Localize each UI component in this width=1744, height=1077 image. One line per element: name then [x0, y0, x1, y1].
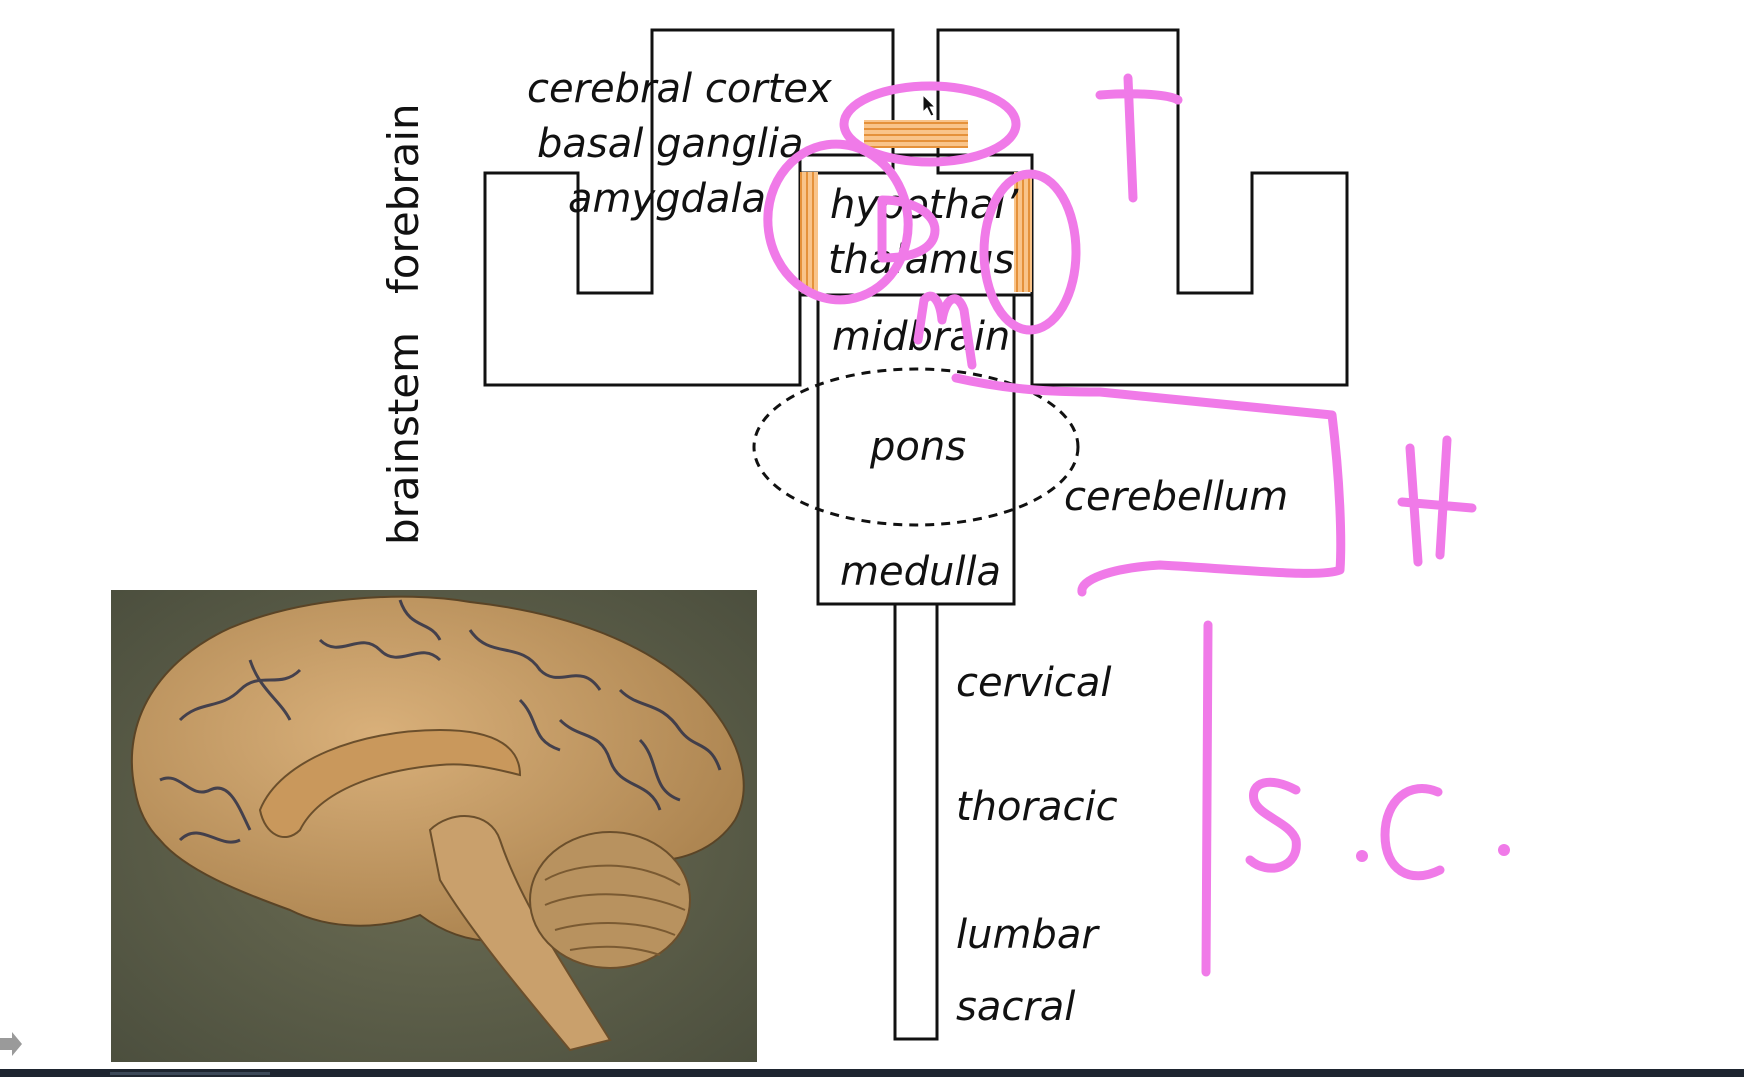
sc-s-stroke: [1245, 777, 1301, 873]
lumbar-label: lumbar: [956, 912, 1100, 958]
sacral-label: sacral: [956, 984, 1075, 1030]
progress-bar-fill: [110, 1072, 270, 1075]
letter-h-annotation: [1397, 435, 1477, 567]
pons-label: pons: [869, 424, 966, 470]
photo-cerebellum-shape: [529, 831, 691, 969]
left-hemisphere-outline: [483, 28, 895, 387]
photo-brainstem-shape: [428, 815, 612, 1052]
amygdala-label: amygdala: [568, 176, 766, 222]
mouse-cursor-icon: [922, 93, 937, 117]
left-circle-annotation: [763, 139, 913, 305]
handwritten-annotations: [763, 73, 1510, 977]
corpus-callosum-shape: [258, 728, 522, 839]
letter-d-annotation: [877, 195, 940, 263]
footer-bar: [0, 1069, 1744, 1077]
top-highlight: [864, 120, 968, 148]
spinal-cord: [893, 602, 939, 1041]
thoracic-label: thoracic: [956, 784, 1118, 830]
sc-c-stroke: [1380, 784, 1445, 881]
brain-photo: [111, 590, 757, 1062]
top-circle-annotation: [839, 81, 1021, 167]
letter-t-annotation: [1095, 73, 1183, 203]
cerebellum-label: cerebellum: [1064, 474, 1288, 520]
right-circle-annotation: [979, 169, 1081, 335]
left-highlight: [800, 172, 818, 292]
forebrain-label: forebrain: [379, 103, 428, 294]
brainstem-label: brainstem: [379, 332, 428, 545]
basal-ganglia-label: basal ganglia: [537, 121, 803, 167]
sc-dot-2: [1498, 844, 1510, 856]
cervical-label: cervical: [956, 660, 1111, 706]
pons-ellipse: [752, 367, 1080, 527]
right-highlight: [1014, 172, 1032, 292]
right-hemisphere-outline: [936, 28, 1349, 387]
medulla-label: medulla: [840, 549, 1001, 595]
cerebral-cortex-label: cerebral cortex: [527, 66, 832, 112]
highlights: [800, 120, 1032, 292]
next-arrow-icon[interactable]: [0, 1032, 22, 1056]
sc-dot-1: [1356, 850, 1368, 862]
spinal-cord-bar-annotation: [1201, 620, 1213, 977]
cerebellum-bracket-annotation: [951, 373, 1346, 597]
letter-m-annotation: [913, 291, 977, 370]
